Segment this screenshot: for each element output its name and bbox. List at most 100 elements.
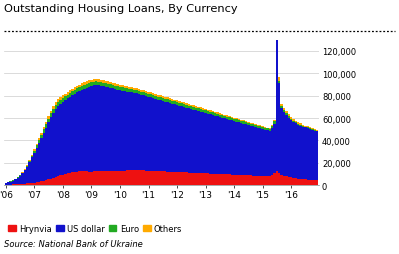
Bar xyxy=(269,132,271,177)
Bar xyxy=(190,107,192,109)
Bar xyxy=(166,98,169,100)
Bar xyxy=(254,176,257,185)
Bar xyxy=(197,112,200,173)
Bar xyxy=(97,80,100,83)
Bar xyxy=(243,121,245,122)
Bar xyxy=(47,119,50,123)
Bar xyxy=(114,90,117,171)
Bar xyxy=(207,114,209,174)
Bar xyxy=(57,100,59,103)
Bar xyxy=(285,114,288,115)
Bar xyxy=(31,156,33,158)
Bar xyxy=(221,115,223,116)
Bar xyxy=(21,173,24,184)
Bar xyxy=(304,128,306,180)
Bar xyxy=(83,86,85,89)
Bar xyxy=(90,87,93,172)
Bar xyxy=(142,91,145,93)
Bar xyxy=(309,130,311,180)
Bar xyxy=(240,120,243,121)
Bar xyxy=(269,130,271,132)
Bar xyxy=(47,123,50,180)
Bar xyxy=(131,170,133,185)
Bar xyxy=(235,120,238,122)
Bar xyxy=(24,184,26,185)
Bar xyxy=(276,171,278,185)
Bar xyxy=(78,85,81,88)
Bar xyxy=(292,122,295,178)
Bar xyxy=(259,176,261,185)
Bar xyxy=(162,172,164,185)
Bar xyxy=(69,91,71,93)
Bar xyxy=(152,99,154,171)
Bar xyxy=(211,112,214,113)
Bar xyxy=(276,29,278,35)
Bar xyxy=(247,123,249,125)
Bar xyxy=(147,92,150,94)
Bar xyxy=(38,143,40,182)
Bar xyxy=(119,88,121,91)
Bar xyxy=(14,180,17,185)
Bar xyxy=(221,118,223,174)
Bar xyxy=(200,109,202,112)
Bar xyxy=(145,171,147,185)
Bar xyxy=(166,172,169,185)
Bar xyxy=(171,172,174,185)
Bar xyxy=(202,173,204,185)
Bar xyxy=(47,180,50,185)
Bar xyxy=(188,109,190,173)
Bar xyxy=(231,119,233,121)
Bar xyxy=(171,104,174,172)
Bar xyxy=(107,82,109,84)
Bar xyxy=(131,93,133,170)
Bar xyxy=(240,123,243,175)
Bar xyxy=(52,178,55,185)
Bar xyxy=(257,125,259,126)
Bar xyxy=(169,101,171,103)
Bar xyxy=(162,101,164,172)
Bar xyxy=(159,101,162,171)
Bar xyxy=(150,98,152,171)
Bar xyxy=(233,175,235,185)
Bar xyxy=(249,126,252,176)
Bar xyxy=(28,162,31,184)
Bar xyxy=(85,172,88,185)
Bar xyxy=(164,99,166,102)
Bar xyxy=(245,125,247,176)
Bar xyxy=(128,87,131,89)
Bar xyxy=(302,126,304,127)
Bar xyxy=(50,111,52,114)
Bar xyxy=(233,121,235,175)
Bar xyxy=(112,89,114,171)
Bar xyxy=(231,117,233,119)
Bar xyxy=(176,101,178,103)
Bar xyxy=(85,88,88,172)
Bar xyxy=(254,125,257,128)
Bar xyxy=(204,114,207,174)
Bar xyxy=(278,84,280,173)
Bar xyxy=(183,173,186,185)
Bar xyxy=(152,96,154,99)
Bar xyxy=(226,119,228,174)
Bar xyxy=(55,109,57,177)
Bar xyxy=(261,130,264,176)
Bar xyxy=(273,122,276,124)
Bar xyxy=(33,151,36,153)
Bar xyxy=(121,91,124,171)
Bar xyxy=(76,89,78,93)
Bar xyxy=(216,114,219,117)
Bar xyxy=(71,89,74,92)
Bar xyxy=(90,83,93,87)
Bar xyxy=(200,173,202,185)
Bar xyxy=(64,101,67,174)
Bar xyxy=(67,174,69,185)
Bar xyxy=(50,114,52,118)
Bar xyxy=(76,86,78,89)
Bar xyxy=(204,111,207,114)
Bar xyxy=(24,170,26,171)
Bar xyxy=(71,96,74,173)
Bar xyxy=(36,148,38,183)
Bar xyxy=(300,179,302,185)
Bar xyxy=(36,145,38,146)
Bar xyxy=(297,179,300,185)
